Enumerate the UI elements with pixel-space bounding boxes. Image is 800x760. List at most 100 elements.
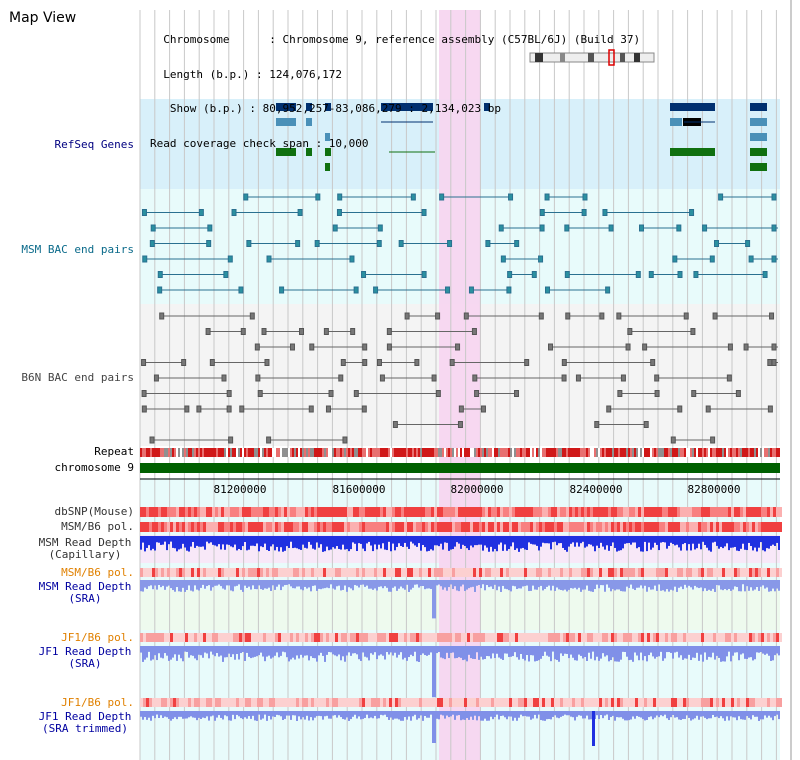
- depth-bar: [494, 536, 496, 549]
- heat-cell: [578, 698, 581, 707]
- heat-cell: [443, 698, 446, 707]
- bac-end: [712, 312, 718, 320]
- repeat-cell: [328, 448, 330, 457]
- track-label-b6n-bac[interactable]: B6N BAC end pairs: [21, 371, 134, 384]
- depth-bar: [378, 711, 380, 719]
- gene-block: [306, 103, 312, 111]
- repeat-cell: [170, 448, 172, 457]
- depth-bar: [206, 536, 208, 542]
- heat-cell: [476, 522, 479, 532]
- heat-cell: [533, 698, 536, 707]
- depth-bar: [724, 646, 726, 662]
- repeat-cell: [300, 448, 302, 457]
- heat-cell: [554, 698, 557, 707]
- depth-bar: [232, 580, 234, 592]
- heat-cell: [218, 698, 221, 707]
- depth-bar: [704, 536, 706, 546]
- repeat-cell: [660, 448, 662, 457]
- depth-bar: [496, 711, 498, 715]
- repeat-cell: [444, 448, 446, 457]
- repeat-cell: [424, 448, 426, 457]
- heat-cell: [140, 633, 143, 642]
- track-label-msm-bac[interactable]: MSM BAC end pairs: [21, 243, 134, 256]
- heat-cell: [599, 522, 602, 532]
- bac-end: [239, 405, 245, 413]
- heat-cell: [395, 507, 398, 517]
- depth-bar: [704, 711, 706, 718]
- heat-cell: [419, 568, 422, 577]
- depth-bar: [358, 646, 360, 660]
- bac-end: [315, 193, 321, 201]
- heat-cell: [575, 698, 578, 707]
- heat-cell: [494, 698, 497, 707]
- heat-cell: [758, 633, 761, 642]
- depth-bar: [748, 711, 750, 718]
- track-label-jf1-pol-2: JF1/B6 pol.: [61, 696, 134, 709]
- depth-bar: [422, 646, 424, 654]
- depth-bar: [150, 536, 152, 551]
- bac-end: [431, 374, 437, 382]
- heat-cell: [344, 522, 347, 532]
- heat-cell: [323, 507, 326, 517]
- heat-cell: [266, 507, 269, 517]
- heat-cell: [386, 698, 389, 707]
- depth-bar: [494, 646, 496, 659]
- depth-bar: [234, 580, 236, 587]
- depth-bar: [530, 711, 532, 720]
- repeat-cell: [636, 448, 638, 457]
- depth-bar: [700, 580, 702, 588]
- heat-cell: [419, 698, 422, 707]
- depth-bar: [746, 711, 748, 717]
- heat-cell: [521, 568, 524, 577]
- depth-bar: [680, 536, 682, 551]
- depth-bar: [298, 646, 300, 659]
- track-label-refseq[interactable]: RefSeq Genes: [54, 138, 134, 151]
- repeat-cell: [180, 448, 182, 457]
- heat-cell: [707, 522, 710, 532]
- depth-bar: [362, 646, 364, 653]
- depth-bar: [570, 536, 572, 544]
- heat-cell: [443, 568, 446, 577]
- heat-cell: [710, 568, 713, 577]
- bac-end: [771, 193, 777, 201]
- depth-bar: [734, 646, 736, 653]
- repeat-cell: [348, 448, 350, 457]
- heat-cell: [743, 698, 746, 707]
- bac-end: [289, 343, 295, 351]
- bac-end: [771, 359, 777, 366]
- heat-cell: [452, 698, 455, 707]
- depth-bar: [262, 711, 264, 719]
- depth-bar: [156, 536, 158, 543]
- depth-bar: [376, 711, 378, 719]
- heat-cell: [779, 522, 782, 532]
- depth-bar: [178, 536, 180, 550]
- depth-bar: [646, 711, 648, 720]
- heat-cell: [443, 507, 446, 517]
- repeat-cell: [560, 448, 562, 457]
- bac-end: [608, 224, 614, 232]
- depth-bar: [250, 711, 252, 719]
- heat-cell: [608, 507, 611, 517]
- depth-bar: [154, 536, 156, 551]
- repeat-cell: [336, 448, 338, 457]
- heat-cell: [314, 568, 317, 577]
- heat-cell: [737, 568, 740, 577]
- heat-cell: [257, 698, 260, 707]
- depth-bar: [306, 646, 308, 656]
- heat-cell: [716, 568, 719, 577]
- heat-cell: [191, 568, 194, 577]
- heat-cell: [311, 698, 314, 707]
- heat-cell: [485, 568, 488, 577]
- heat-cell: [773, 522, 776, 532]
- depth-bar: [452, 646, 454, 653]
- gene-block: [750, 148, 767, 156]
- heat-cell: [344, 568, 347, 577]
- bac-end: [677, 405, 683, 413]
- heat-cell: [338, 633, 341, 642]
- repeat-cell: [394, 448, 396, 457]
- depth-bar: [386, 646, 388, 653]
- heat-cell: [449, 568, 452, 577]
- depth-bar: [748, 536, 750, 543]
- bac-end: [508, 193, 514, 201]
- depth-bar: [412, 580, 414, 588]
